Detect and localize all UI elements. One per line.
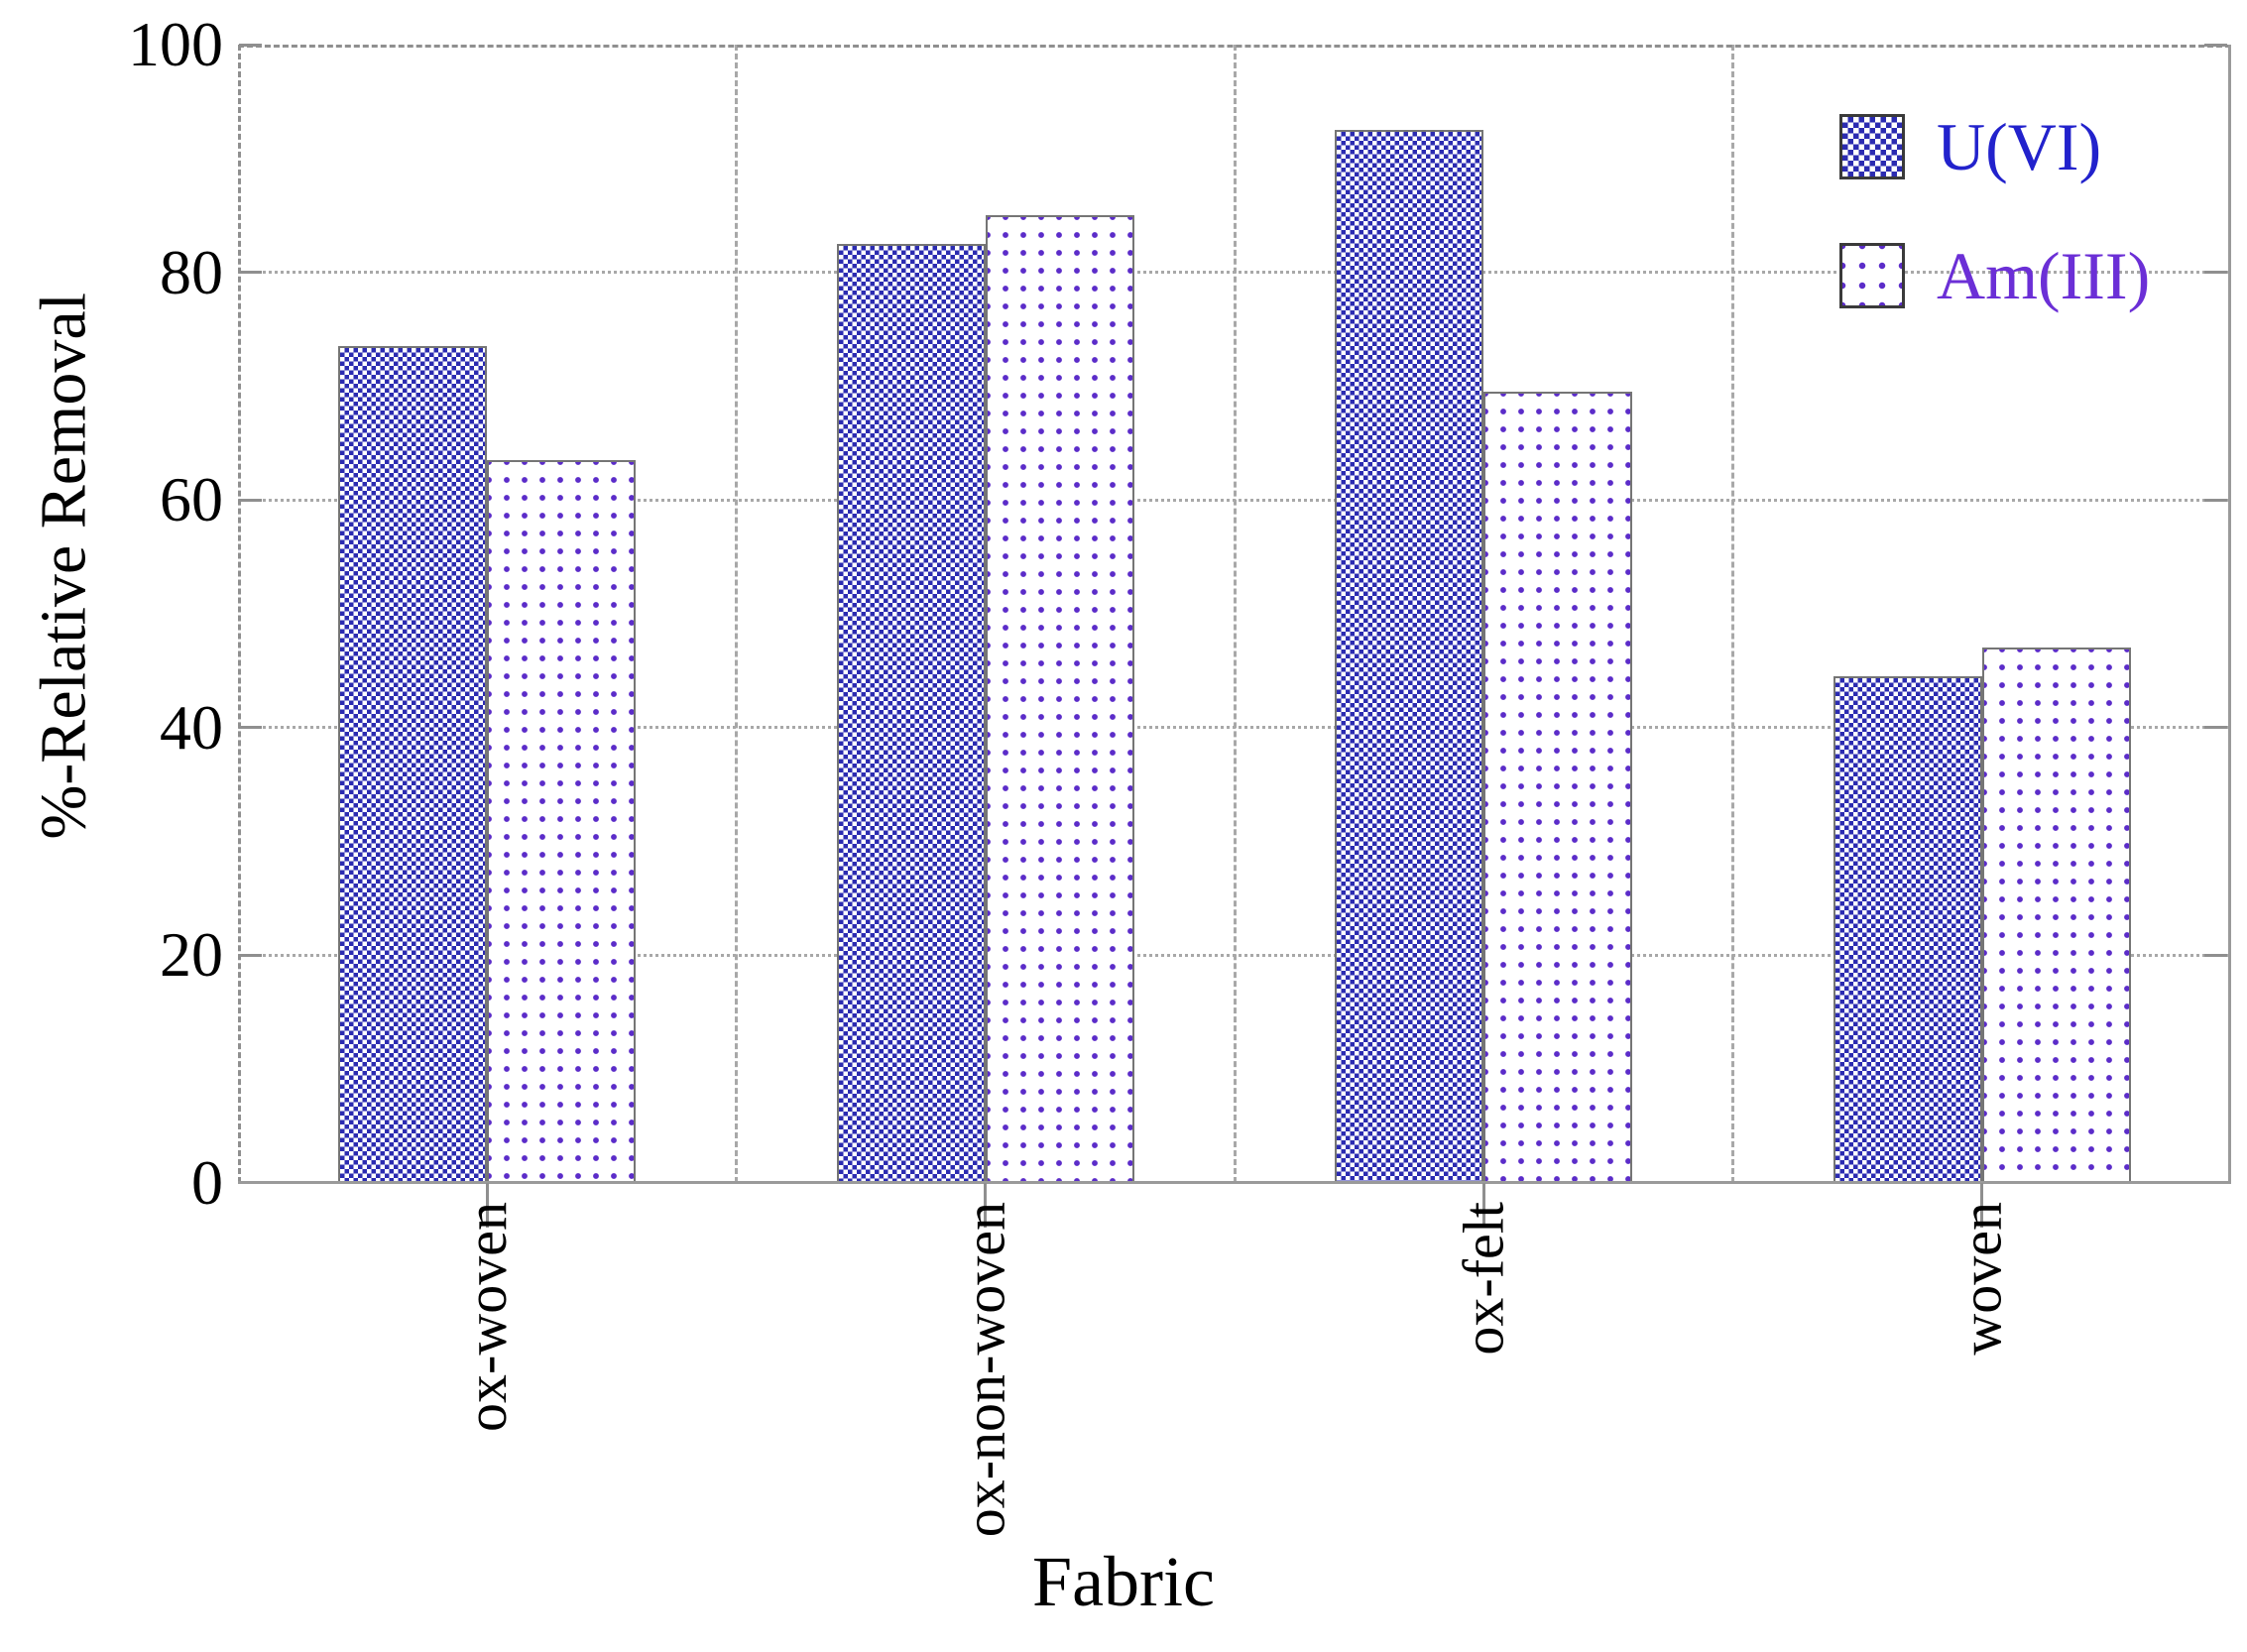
legend-label-amiii: Am(III) bbox=[1937, 238, 2151, 313]
x-category-label-ox-non-woven: ox-non-woven bbox=[952, 1202, 1017, 1538]
gridline-v-1 bbox=[735, 45, 738, 1183]
bar-amiii-woven bbox=[1981, 648, 2131, 1183]
legend-row-uvi: U(VI) bbox=[1839, 111, 2150, 182]
x-tick-mark-woven bbox=[1980, 1183, 1984, 1228]
x-category-label-woven: woven bbox=[1949, 1202, 2014, 1356]
legend-swatch-uvi-checker-icon bbox=[1839, 114, 1905, 179]
bar-uvi-ox-felt bbox=[1335, 130, 1484, 1183]
y-tick-label-0: 0 bbox=[191, 1147, 223, 1218]
legend-label-uvi: U(VI) bbox=[1937, 109, 2102, 184]
y-tick-label-100: 100 bbox=[128, 9, 223, 79]
y-tick-mark-left-40 bbox=[239, 726, 262, 730]
x-category-label-ox-woven: ox-woven bbox=[454, 1202, 520, 1432]
y-tick-mark-left-20 bbox=[239, 953, 262, 957]
y-tick-mark-right-100 bbox=[2204, 43, 2227, 47]
x-axis-title: Fabric bbox=[1032, 1542, 1215, 1621]
y-tick-label-80: 80 bbox=[160, 236, 223, 307]
y-tick-mark-left-80 bbox=[239, 271, 262, 275]
y-tick-mark-right-60 bbox=[2204, 498, 2227, 502]
gridline-v-2 bbox=[1233, 45, 1237, 1183]
y-tick-label-40: 40 bbox=[160, 691, 223, 763]
x-axis-line bbox=[238, 1181, 2231, 1184]
y-tick-mark-left-60 bbox=[239, 498, 262, 502]
y-axis-line bbox=[238, 45, 241, 1183]
gridline-v-3 bbox=[1731, 45, 1734, 1183]
y-tick-label-60: 60 bbox=[160, 464, 223, 535]
legend-swatch-amiii-dots-icon bbox=[1839, 243, 1905, 308]
y-tick-mark-right-80 bbox=[2204, 271, 2227, 275]
y-tick-mark-right-40 bbox=[2204, 726, 2227, 730]
x-tick-mark-ox-woven bbox=[485, 1183, 489, 1228]
x-tick-mark-ox-felt bbox=[1481, 1183, 1485, 1228]
legend: U(VI) Am(III) bbox=[1839, 111, 2150, 311]
y-tick-label-20: 20 bbox=[160, 919, 223, 991]
bar-uvi-ox-woven bbox=[338, 346, 488, 1183]
bar-amiii-ox-felt bbox=[1483, 392, 1633, 1183]
bar-uvi-ox-non-woven bbox=[836, 244, 986, 1183]
bar-uvi-woven bbox=[1833, 676, 1982, 1183]
bar-amiii-ox-non-woven bbox=[985, 215, 1134, 1183]
right-axis-line bbox=[2228, 45, 2231, 1183]
y-tick-mark-left-100 bbox=[239, 43, 262, 47]
x-tick-mark-ox-non-woven bbox=[984, 1183, 988, 1228]
bar-amiii-ox-woven bbox=[487, 460, 637, 1183]
x-category-label-ox-felt: ox-felt bbox=[1451, 1202, 1516, 1356]
legend-row-amiii: Am(III) bbox=[1839, 240, 2150, 311]
plot-frame-top bbox=[238, 45, 2231, 48]
y-tick-mark-right-20 bbox=[2204, 953, 2227, 957]
